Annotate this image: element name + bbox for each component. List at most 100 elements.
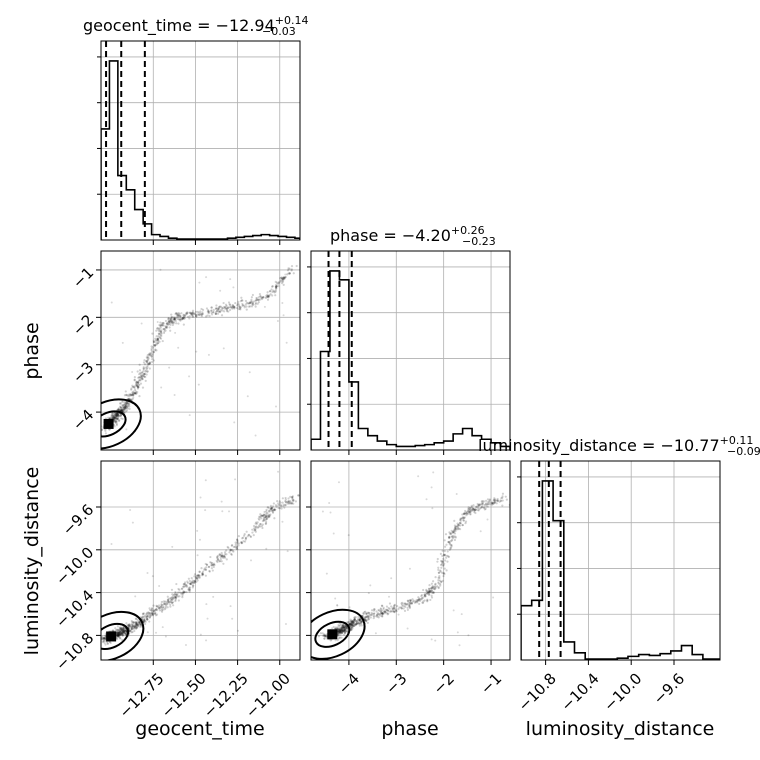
sample-point	[271, 506, 274, 510]
sample-point	[191, 313, 194, 316]
sample-point	[386, 609, 389, 612]
sample-point	[408, 599, 411, 602]
sample-point	[281, 278, 285, 281]
sample-point	[139, 623, 142, 626]
sample-point	[259, 295, 262, 298]
outlier-point	[460, 613, 463, 616]
sample-point	[104, 635, 107, 639]
sample-point	[207, 565, 210, 568]
sample-point	[145, 617, 149, 620]
sample-point	[262, 513, 266, 517]
sample-point	[339, 631, 342, 634]
sample-point	[422, 601, 425, 604]
sample-point	[181, 587, 184, 590]
sample-point	[164, 325, 167, 329]
sample-point	[117, 407, 121, 410]
sample-point	[351, 626, 354, 629]
sample-point	[116, 630, 119, 633]
sample-point	[488, 498, 491, 501]
sample-point	[427, 590, 431, 593]
sample-point	[342, 625, 345, 629]
sample-point	[254, 528, 257, 531]
sample-point	[139, 371, 142, 374]
sample-point	[121, 627, 124, 630]
sample-point	[120, 631, 123, 634]
sample-point	[116, 631, 120, 635]
sample-point	[230, 552, 233, 556]
sample-point	[425, 589, 428, 592]
sample-point	[282, 503, 285, 506]
sample-point	[122, 630, 125, 633]
sample-point	[217, 307, 220, 310]
sample-point	[134, 627, 138, 630]
sample-point	[200, 313, 203, 316]
sample-point	[417, 598, 420, 602]
sample-point	[259, 298, 262, 301]
sample-point	[124, 405, 127, 408]
sample-point	[339, 631, 342, 634]
sample-point	[422, 600, 425, 603]
sample-point	[271, 505, 275, 508]
sample-point	[111, 413, 114, 417]
sample-point	[223, 555, 226, 558]
sample-point	[254, 301, 258, 305]
sample-point	[271, 285, 274, 288]
outlier-point	[171, 320, 174, 323]
sample-point	[116, 635, 120, 638]
sample-point	[343, 626, 346, 629]
sample-point	[222, 562, 225, 565]
sample-point	[130, 619, 133, 623]
sample-point	[207, 310, 210, 313]
sample-point	[164, 319, 168, 323]
sample-point	[263, 510, 266, 514]
sample-point	[473, 508, 476, 512]
sample-point	[360, 622, 363, 625]
sample-point	[121, 628, 124, 631]
sample-point	[225, 307, 228, 311]
sample-point	[219, 557, 222, 561]
outlier-point	[231, 549, 234, 552]
sample-point	[241, 304, 244, 307]
sample-point	[353, 619, 356, 622]
sample-point	[249, 301, 252, 305]
sample-point	[392, 605, 396, 608]
panel-frame	[100, 40, 301, 241]
sample-point	[146, 359, 149, 362]
sample-point	[109, 641, 112, 645]
sample-point	[480, 502, 483, 505]
contour-inner	[101, 410, 127, 438]
sample-point	[161, 324, 164, 327]
sample-point	[112, 417, 115, 420]
sample-point	[119, 630, 122, 634]
tick-label-x: −12.25	[200, 670, 252, 722]
sample-point	[437, 578, 440, 582]
sample-point	[182, 585, 185, 588]
title-luminosity-distance: luminosity_distance = −10.77+0.11	[478, 434, 753, 456]
sample-point	[341, 627, 344, 630]
sample-point	[339, 628, 343, 632]
sample-point	[117, 633, 120, 637]
sample-point	[169, 600, 172, 603]
sample-point	[445, 556, 448, 559]
outlier-point	[248, 371, 251, 374]
sample-point	[284, 498, 287, 501]
sample-point	[166, 600, 169, 604]
sample-point	[443, 553, 446, 556]
sample-point	[350, 624, 354, 627]
outlier-point	[388, 595, 391, 598]
sample-point	[283, 277, 286, 280]
sample-point	[495, 502, 498, 505]
sample-point	[127, 403, 130, 406]
sample-point	[341, 628, 344, 631]
sample-point	[124, 407, 127, 410]
sample-point	[146, 365, 149, 368]
sample-point	[140, 376, 143, 379]
sample-point	[354, 620, 358, 623]
sample-point	[168, 319, 171, 322]
sample-point	[208, 314, 211, 318]
sample-point	[116, 631, 119, 635]
sample-point	[143, 619, 146, 622]
sample-point	[501, 496, 504, 499]
sample-point	[409, 598, 412, 602]
sample-point	[118, 637, 122, 640]
